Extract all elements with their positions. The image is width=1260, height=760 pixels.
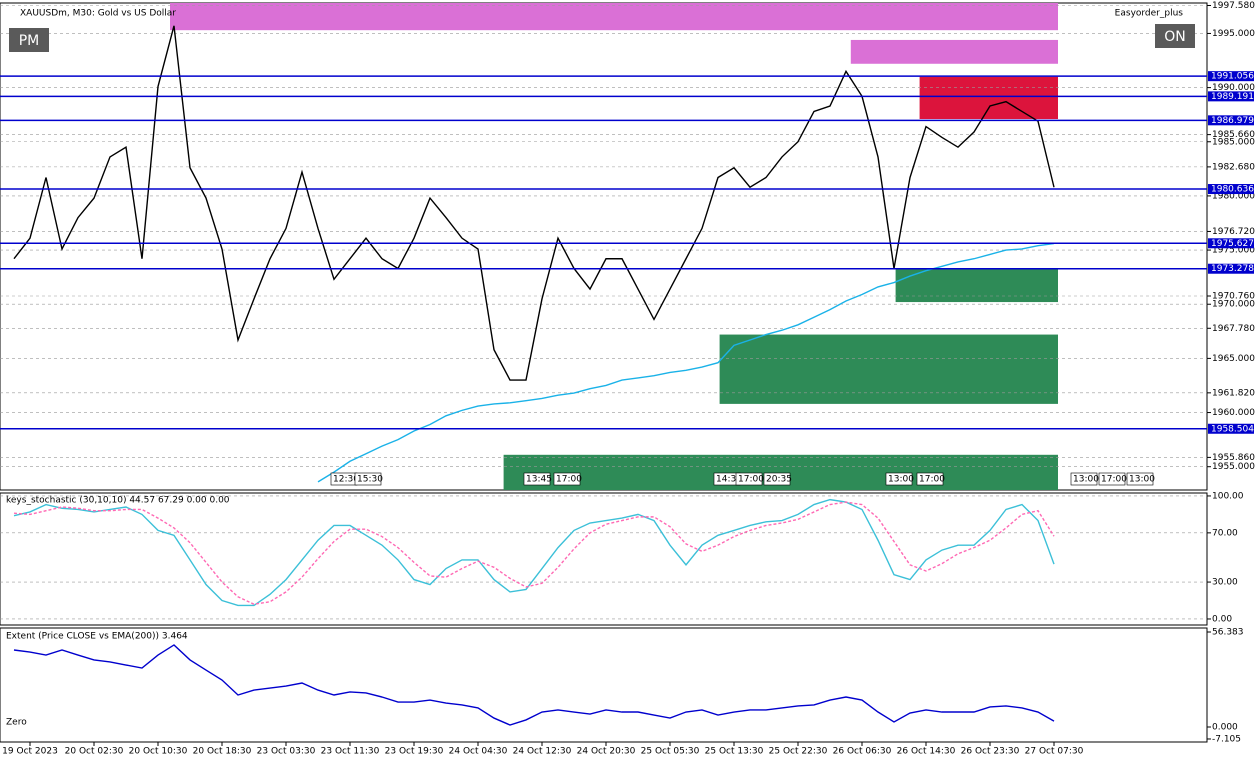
zero-label: Zero [6,718,27,728]
zone [170,3,1058,31]
y-tick-label: 1960.000 [1212,408,1255,418]
y-tick-label: 70.00 [1212,528,1238,538]
time-marker-box [735,472,763,486]
x-tick-label: 23 Oct 19:30 [385,747,444,757]
symbol-title: XAUUSDm, M30: Gold vs US Dollar [20,9,176,19]
pm-button[interactable] [9,28,49,52]
x-tick-label: 24 Oct 12:30 [513,747,572,757]
y-tick-label: 1976.720 [1212,227,1255,237]
time-marker: 20:35 [766,475,792,485]
stochastic-title: keys_stochastic (30,10,10) 44.57 67.29 0… [6,496,230,506]
on-label[interactable]: ON [1164,29,1186,45]
y-tick-label: 100.00 [1212,491,1244,501]
y-tick-label: 1955.860 [1212,453,1255,463]
stochastic-pane [0,492,1208,626]
y-tick-label: 1965.000 [1212,354,1255,364]
x-tick-label: 20 Oct 18:30 [193,747,252,757]
time-marker-box [523,472,551,486]
level-tag [1208,263,1254,274]
time-marker-box [1098,472,1126,486]
time-marker: 13:00 [888,475,914,485]
x-tick-label: 20 Oct 02:30 [65,747,124,757]
y-tick-label: 1975.000 [1212,246,1255,256]
time-marker: 17:00 [919,475,945,485]
x-tick-label: 24 Oct 04:30 [449,747,508,757]
time-marker: 17:00 [738,475,764,485]
level-label: 1973.278 [1211,264,1254,274]
x-tick-label: 23 Oct 11:30 [321,747,380,757]
time-marker-box [354,472,382,486]
y-tick-label: 1982.680 [1212,162,1255,172]
y-tick-label: -7.105 [1212,734,1241,744]
series-line [13,498,1055,607]
extent-pane [0,627,1208,743]
x-tick-label: 24 Oct 20:30 [577,747,636,757]
time-marker-box [1126,472,1154,486]
level-label: 1958.504 [1211,424,1254,434]
x-tick-label: 25 Oct 05:30 [641,747,700,757]
level-label: 1986.979 [1211,116,1254,126]
time-marker-box [916,472,944,486]
level-tag [1208,184,1254,195]
x-tick-label: 23 Oct 03:30 [257,747,316,757]
time-marker: 14:3 [716,475,736,485]
y-tick-label: 1990.000 [1212,83,1255,93]
y-tick-label: 1997.580 [1212,1,1255,11]
level-tag [1208,423,1254,434]
time-marker-box [885,472,913,486]
x-tick-label: 26 Oct 06:30 [833,747,892,757]
extent-title: Extent (Price CLOSE vs EMA(200)) 3.464 [6,632,188,642]
expert-name: Easyorder_plus [1115,9,1184,19]
x-tick-label: 26 Oct 23:30 [961,747,1020,757]
zone [919,76,1058,120]
time-marker-box [1070,472,1098,486]
x-tick-label: 19 Oct 2023 [2,747,58,757]
level-tag [1208,91,1254,102]
series-line [13,25,1055,381]
time-marker: 17:00 [1101,475,1127,485]
level-label: 1975.627 [1211,239,1254,249]
x-tick-label: 25 Oct 22:30 [769,747,828,757]
zone [850,39,1058,64]
y-tick-label: 56.383 [1212,628,1244,638]
y-tick-label: 1980.000 [1212,191,1255,201]
y-tick-label: 1955.000 [1212,462,1255,472]
time-marker: 17:00 [556,475,582,485]
y-tick-label: 1995.000 [1212,29,1255,39]
y-tick-label: 1985.660 [1212,130,1255,140]
y-tick-label: 1985.000 [1212,137,1255,147]
level-label: 1980.636 [1211,185,1254,195]
y-tick-label: 0.000 [1212,723,1238,733]
y-tick-label: 1970.000 [1212,300,1255,310]
pm-label[interactable]: PM [19,33,40,49]
series-line [13,644,1055,726]
y-tick-label: 1967.780 [1212,324,1255,334]
level-tag [1208,71,1254,82]
on-button[interactable] [1155,24,1195,48]
level-label: 1989.191 [1211,92,1254,102]
x-tick-label: 25 Oct 13:30 [705,747,764,757]
time-marker: 13:00 [1073,475,1099,485]
y-tick-label: 1970.760 [1212,292,1255,302]
time-marker: 15:30 [357,475,383,485]
time-marker: 13:00 [1129,475,1155,485]
time-marker-box [553,472,581,486]
level-label: 1991.056 [1211,72,1254,82]
zone [895,268,1058,303]
x-tick-label: 26 Oct 14:30 [897,747,956,757]
time-marker: 13:45 [526,475,552,485]
y-tick-label: 30.00 [1212,578,1238,588]
y-tick-label: 1961.820 [1212,388,1255,398]
level-tag [1208,115,1254,126]
y-tick-label: 0.00 [1212,614,1232,624]
x-tick-label: 20 Oct 10:30 [129,747,188,757]
time-marker: 12:30 [333,475,359,485]
level-tag [1208,238,1254,249]
time-marker-box [763,472,791,486]
x-tick-label: 27 Oct 07:30 [1025,747,1084,757]
zone [719,334,1058,404]
